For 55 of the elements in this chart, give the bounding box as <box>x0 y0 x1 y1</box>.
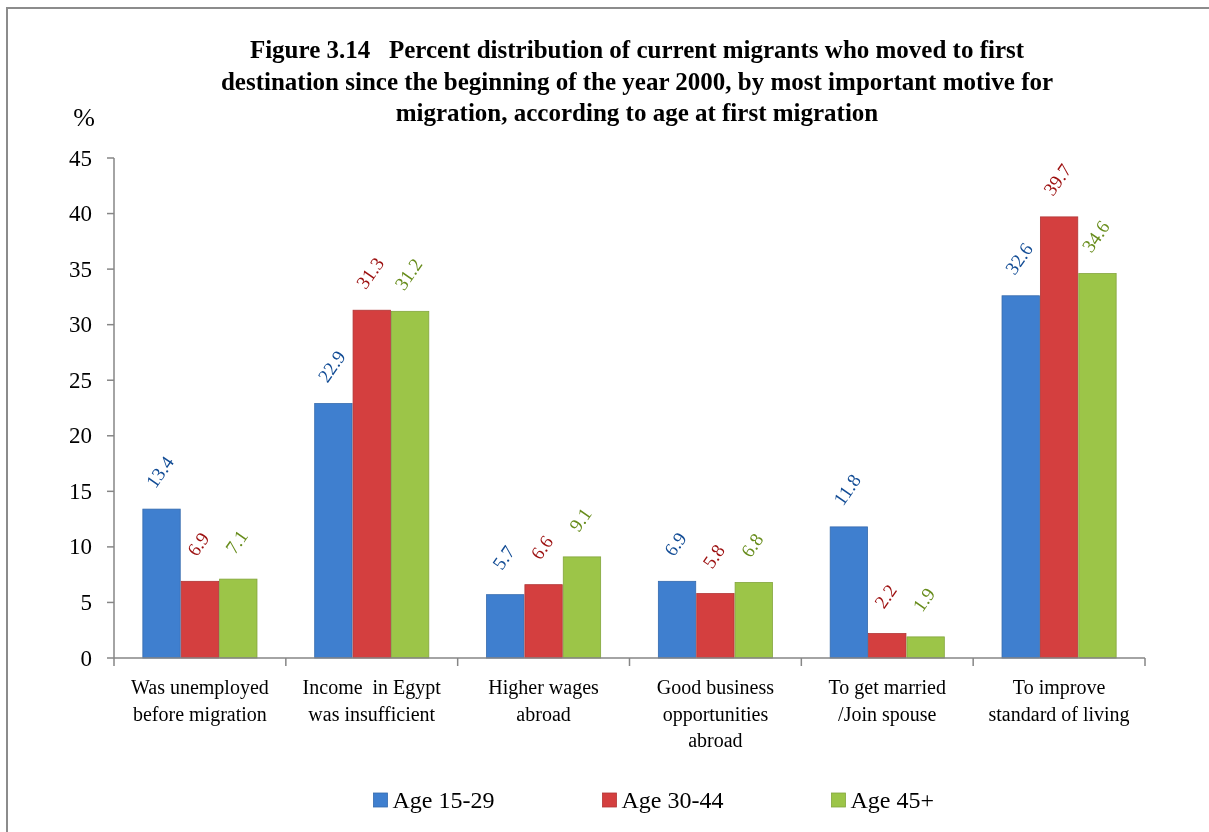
data-label: 1.9 <box>908 583 940 616</box>
bar <box>1078 273 1117 659</box>
bar <box>734 582 773 659</box>
x-tick-label: To get married /Join spouse <box>828 676 946 726</box>
bar <box>524 584 563 659</box>
data-label: 32.6 <box>1000 238 1038 279</box>
data-label: 31.2 <box>390 254 427 294</box>
legend-label: Age 30-44 <box>621 787 724 813</box>
y-axis-title: % <box>73 103 95 132</box>
data-label: 7.1 <box>221 526 252 558</box>
data-label: 22.9 <box>313 346 350 386</box>
data-label: 6.6 <box>526 531 558 564</box>
bar <box>657 580 697 659</box>
bar <box>906 636 945 659</box>
bar <box>142 508 181 659</box>
bar <box>352 309 391 659</box>
data-label: 5.7 <box>488 541 519 574</box>
data-label: 6.8 <box>736 529 768 561</box>
y-tick-label: 0 <box>80 645 92 671</box>
y-tick-label: 40 <box>69 201 92 227</box>
y-tick-label: 15 <box>69 478 92 504</box>
x-tick-label: To improve standard of living <box>988 676 1130 726</box>
bar <box>314 403 353 659</box>
y-tick-label: 25 <box>69 367 92 393</box>
bar <box>868 633 907 659</box>
bar <box>1001 295 1040 659</box>
bar <box>829 526 868 659</box>
data-label: 6.9 <box>659 528 691 560</box>
bar <box>180 580 220 659</box>
x-tick-label: Income in Egypt was insufficient <box>302 676 442 725</box>
bar <box>1040 216 1079 659</box>
bar <box>696 593 735 659</box>
x-tick-label: Good business opportunities abroad <box>656 676 775 751</box>
data-label: 31.3 <box>351 253 389 293</box>
y-tick-label: 10 <box>69 534 92 560</box>
bar <box>486 594 525 659</box>
chart-title: Figure 3.14 Percent distribution of current migrants who moved to first destination since the beginning of the year 2000, by most important motive for migration, according to age at first migration <box>220 36 1054 126</box>
bar <box>391 310 430 659</box>
data-label: 9.1 <box>564 503 596 536</box>
data-label: 6.9 <box>182 528 214 560</box>
data-label: 11.8 <box>829 470 866 510</box>
bar <box>219 578 258 659</box>
legend-label: Age 15-29 <box>392 787 495 813</box>
y-tick-label: 20 <box>69 423 92 449</box>
y-tick-label: 5 <box>80 589 92 615</box>
legend-label: Age 45+ <box>850 787 935 813</box>
y-tick-label: 30 <box>69 312 92 338</box>
y-tick-label: 35 <box>69 256 92 282</box>
data-label: 2.2 <box>870 580 901 613</box>
data-label: 5.8 <box>698 540 730 573</box>
data-label: 13.4 <box>141 451 179 492</box>
x-tick-label: Higher wages abroad <box>488 676 600 725</box>
bar <box>562 556 602 659</box>
x-tick-label: Was unemployed before migration <box>131 676 269 726</box>
y-tick-label: 45 <box>69 145 92 171</box>
